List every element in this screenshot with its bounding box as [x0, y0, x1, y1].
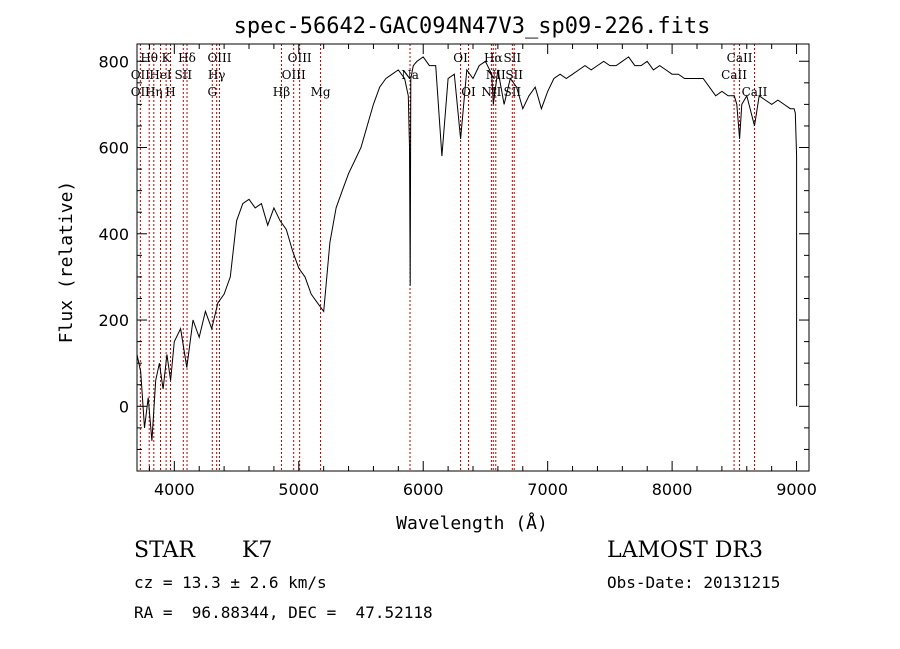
line-label: CaII	[742, 85, 768, 99]
x-tick-label: 5000	[278, 480, 319, 499]
line-label: K	[162, 51, 172, 65]
line-label: OI	[453, 51, 468, 65]
line-label: Mg	[311, 85, 331, 99]
line-label: Hγ	[208, 68, 226, 82]
line-label: OI	[461, 85, 476, 99]
y-tick-label: 0	[119, 397, 129, 416]
line-label: Hα	[484, 51, 503, 65]
line-label: CaII	[727, 51, 753, 65]
line-label: Na	[401, 68, 419, 82]
plot-frame	[136, 43, 810, 472]
x-tick-label: 9000	[776, 480, 817, 499]
line-label: Hθ	[140, 51, 158, 65]
line-label: Hβ	[273, 85, 290, 99]
line-label: OIII	[288, 51, 312, 65]
redshift-cz: cz = 13.3 ± 2.6 km/s	[134, 573, 327, 592]
line-label: SII	[503, 51, 521, 65]
axis-tick-labels: 4000 5000 6000 7000 8000 9000 0 200 400 600 800	[98, 52, 816, 499]
object-subclass: K7	[242, 538, 273, 563]
y-axis-label: Flux (relative)	[56, 181, 77, 344]
coordinates: RA = 96.88344, DEC = 47.52118	[134, 603, 433, 622]
line-label: OIII	[282, 68, 306, 82]
obs-date: Obs-Date: 20131215	[607, 573, 781, 592]
line-markers	[139, 44, 755, 471]
line-label: NII	[481, 85, 501, 99]
spectrum-line	[136, 56, 798, 441]
y-tick-label: 400	[98, 225, 129, 244]
line-label: OIII	[207, 51, 231, 65]
line-label: Hδ	[178, 51, 196, 65]
x-tick-label: 6000	[403, 480, 444, 499]
survey-name: LAMOST DR3	[607, 538, 763, 563]
y-tick-label: 600	[98, 139, 129, 158]
line-label: NII	[486, 68, 506, 82]
object-class: STAR	[134, 538, 195, 563]
chart-title: spec-56642-GAC094N47V3_sp09-226.fits	[234, 14, 711, 39]
line-label: G	[207, 85, 217, 99]
line-label: SII	[174, 68, 192, 82]
y-tick-label: 200	[98, 311, 129, 330]
y-tick-label: 800	[98, 52, 129, 71]
axis-ticks	[137, 44, 809, 471]
x-tick-label: 7000	[527, 480, 568, 499]
x-axis-label: Wavelength (Å)	[396, 512, 548, 534]
line-label: Hη	[145, 85, 163, 99]
x-tick-label: 8000	[652, 480, 693, 499]
x-tick-label: 4000	[154, 480, 195, 499]
line-label: OII	[131, 85, 151, 99]
line-label: OII	[131, 68, 151, 82]
line-label: SII	[505, 68, 523, 82]
line-label: HeI	[149, 68, 172, 82]
line-label: CaII	[721, 68, 747, 82]
line-label: H	[165, 85, 175, 99]
